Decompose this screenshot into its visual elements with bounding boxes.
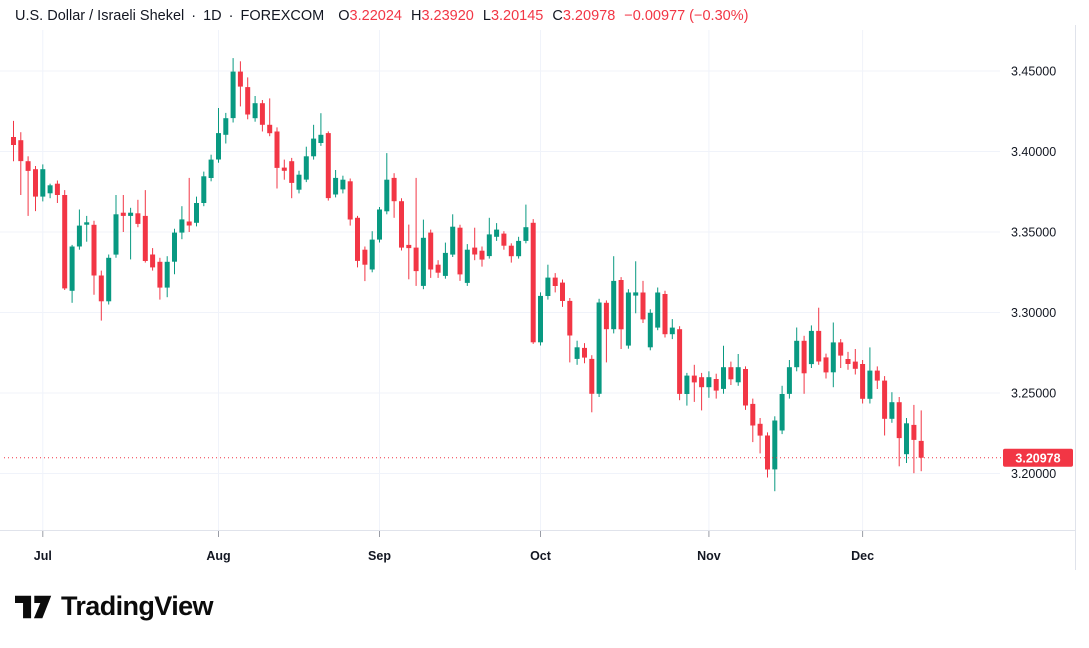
separator-dot: · xyxy=(228,8,234,24)
time-axis-label: Aug xyxy=(206,549,230,563)
price-axis[interactable]: 3.45000 3.40000 3.35000 3.30000 3.25000 3.200… xyxy=(1003,65,1073,482)
chart-pane[interactable]: 3.45000 3.40000 3.35000 3.30000 3.25000 3.200… xyxy=(0,0,1089,580)
svg-text:3.20978: 3.20978 xyxy=(1015,451,1060,465)
price-gridlines xyxy=(0,70,1000,474)
symbol-title[interactable]: U.S. Dollar / Israeli Shekel xyxy=(15,8,185,24)
price-axis-label: 3.25000 xyxy=(1011,387,1056,401)
open-value: 3.22024 xyxy=(349,8,402,24)
price-axis-label: 3.40000 xyxy=(1011,145,1056,159)
low-value: 3.20145 xyxy=(490,8,544,24)
last-price-badge: 3.20978 xyxy=(1003,448,1073,467)
time-axis-label: Oct xyxy=(530,549,552,563)
high-value: 3.23920 xyxy=(421,8,474,24)
close-label: C xyxy=(552,8,563,24)
tradingview-logo[interactable]: TradingView xyxy=(15,591,214,622)
separator-dot: · xyxy=(191,8,197,24)
price-axis-label: 3.30000 xyxy=(1011,306,1056,320)
time-axis-label: Nov xyxy=(697,549,721,563)
high-label: H xyxy=(410,8,422,24)
price-axis-label: 3.35000 xyxy=(1011,226,1056,240)
candlestick-series xyxy=(11,58,924,492)
price-axis-label: 3.20000 xyxy=(1011,467,1056,481)
tradingview-logo-text: TradingView xyxy=(61,591,214,621)
close-value: 3.20978 xyxy=(562,8,616,24)
time-axis[interactable]: Jul Aug Sep Oct Nov Dec xyxy=(34,549,874,563)
time-axis-label: Jul xyxy=(34,549,52,563)
ohlc-values: O3.22024 H3.23920 L3.20145 C3.20978 −0.00977… xyxy=(338,8,748,24)
time-axis-label: Dec xyxy=(851,549,874,563)
open-label: O xyxy=(338,8,350,24)
timeframe-label[interactable]: 1D xyxy=(203,8,222,24)
price-axis-label: 3.45000 xyxy=(1011,65,1056,79)
low-label: L xyxy=(482,8,491,24)
exchange-label: FOREXCOM xyxy=(240,8,325,24)
chart-legend: U.S. Dollar / Israeli Shekel · 1D · FORE… xyxy=(15,6,748,26)
tradingview-logo-icon xyxy=(15,595,52,618)
time-axis-label: Sep xyxy=(368,549,391,563)
change-value: −0.00977 (−0.30%) xyxy=(624,8,749,24)
